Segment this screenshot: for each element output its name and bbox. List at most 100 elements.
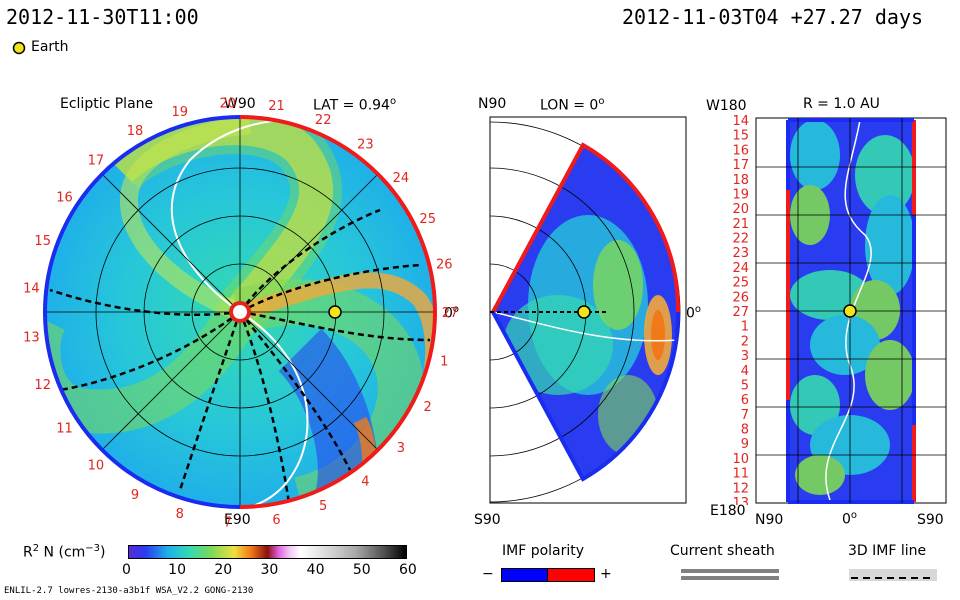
model-time: 2012-11-30T11:00 — [6, 5, 199, 29]
radial-row-label: 21 — [732, 217, 749, 232]
earth-legend-label: Earth — [31, 39, 69, 55]
ecliptic-tick-label: 23 — [357, 138, 374, 153]
ecliptic-tick-label: 4 — [361, 474, 369, 489]
radial-row-label: 12 — [732, 481, 749, 496]
sun-marker — [229, 301, 251, 323]
ecliptic-tick-label: 5 — [319, 499, 327, 514]
earth-marker-meridional — [577, 305, 591, 319]
radial-row-label: 2 — [741, 334, 749, 349]
ecliptic-tick-label: 19 — [172, 105, 189, 120]
ecliptic-tick-label: 26 — [436, 258, 453, 273]
radial-row-label: 4 — [741, 364, 749, 379]
earth-legend-icon — [12, 40, 26, 55]
meridional-lon-label: LON = 0o — [540, 96, 605, 114]
radial-row-label: 17 — [732, 158, 749, 173]
colorbar-tick-label: 30 — [260, 562, 279, 578]
imf-plus: + — [600, 566, 612, 582]
colorbar-tick-label: 0 — [122, 562, 131, 578]
colorbar-ticks: 0 10 20 30 40 50 60 — [122, 562, 417, 582]
ecliptic-tick-label: 10 — [88, 459, 105, 474]
colorbar-tick-label: 10 — [168, 562, 186, 578]
ecliptic-tick-label: 2 — [424, 400, 432, 415]
radial-row-label: 22 — [732, 232, 749, 247]
current-sheath-label: Current sheath — [670, 543, 775, 559]
meridional-top-label: N90 — [478, 96, 507, 112]
ecliptic-tick-label: 14 — [23, 282, 40, 297]
time-offset: +27.27 days — [790, 5, 924, 29]
radial-row-label: 25 — [732, 276, 749, 291]
ecliptic-tick-label: 17 — [88, 153, 105, 168]
radial-row-label: 23 — [732, 246, 749, 261]
ecliptic-tick-label: 9 — [131, 488, 139, 503]
radial-row-label: 9 — [741, 437, 749, 452]
meridional-plot — [489, 116, 687, 504]
imf-negative-swatch — [501, 568, 549, 582]
radial-row-label: 8 — [741, 423, 749, 438]
radial-row-label: 26 — [732, 290, 749, 305]
ecliptic-tick-label: 16 — [56, 191, 73, 206]
ecliptic-tick-label: 22 — [315, 113, 332, 128]
ecliptic-tick-label: 20 — [220, 96, 237, 111]
ecliptic-lat-label: LAT = 0.94o — [313, 96, 397, 114]
radial-top-left: W180 — [706, 98, 747, 114]
current-sheath-line-2 — [681, 576, 779, 580]
colorbar-tick-label: 60 — [399, 562, 417, 578]
ecliptic-tick-label: 25 — [419, 212, 436, 227]
radial-row-label: 20 — [732, 202, 749, 217]
ecliptic-tick-label: 12 — [34, 378, 51, 393]
radial-x-left: N90 — [755, 512, 784, 528]
meridional-bottom-label: S90 — [474, 512, 501, 528]
colorbar — [128, 545, 407, 559]
imf3d-label: 3D IMF line — [848, 543, 927, 559]
radial-row-label: 3 — [741, 349, 749, 364]
footer-run-info: ENLIL-2.7 lowres-2130-a3b1f WSA_V2.2 GON… — [4, 586, 254, 596]
earth-marker — [328, 305, 342, 319]
radial-x-right: S90 — [917, 512, 944, 528]
ecliptic-tick-label: 21 — [268, 99, 285, 114]
radial-x-mid: 0o — [842, 510, 858, 528]
ecliptic-tick-label: 18 — [127, 124, 144, 139]
ecliptic-tick-label: 15 — [34, 234, 51, 249]
reference-time-value: 2012-11-03T04 — [622, 5, 779, 29]
ecliptic-tick-label: 24 — [393, 171, 410, 186]
colorbar-label: R2 N (cm−3) — [23, 543, 106, 561]
imf-positive-swatch — [547, 568, 595, 582]
colorbar-tick-label: 50 — [352, 562, 371, 578]
ecliptic-tick-label: 11 — [56, 421, 73, 436]
ecliptic-bottom-label: E90 — [224, 512, 251, 528]
ecliptic-tick-label: 13 — [23, 330, 40, 345]
ecliptic-top-label: W90 — [224, 96, 256, 112]
ecliptic-tick-label: 3 — [397, 441, 405, 456]
colorbar-tick-label: 40 — [306, 562, 325, 578]
ecliptic-tick-label: 1 — [440, 354, 448, 369]
imf3d-swatch — [849, 569, 937, 581]
radial-row-label: 7 — [741, 408, 749, 423]
radial-row-label: 15 — [732, 129, 749, 144]
radial-row-label: 14 — [732, 115, 749, 129]
radial-row-label: 13 — [732, 496, 749, 505]
earth-marker-radial — [843, 304, 857, 318]
ecliptic-tick-label: 7 — [224, 516, 232, 530]
ecliptic-tick-label: 27 — [442, 306, 459, 321]
imf-polarity-label: IMF polarity — [502, 543, 585, 559]
radial-row-label: 5 — [741, 379, 749, 394]
radial-row-label: 18 — [732, 173, 749, 188]
ecliptic-tick-label: 8 — [176, 507, 184, 522]
radial-row-label: 1 — [741, 320, 749, 335]
radial-row-label: 16 — [732, 143, 749, 158]
radial-title: R = 1.0 AU — [803, 96, 880, 112]
radial-row-label: 10 — [732, 452, 749, 467]
ecliptic-right-label: 0o — [444, 304, 460, 322]
ecliptic-title: Ecliptic Plane — [60, 96, 154, 112]
radial-row-label: 24 — [732, 261, 749, 276]
colorbar-tick-label: 20 — [214, 562, 233, 578]
imf-minus: − — [482, 566, 494, 582]
radial-bottom-left: E180 — [710, 503, 746, 519]
reference-time: 2012-11-03T04 +27.27 days — [622, 5, 923, 29]
radial-row-label: 27 — [732, 305, 749, 320]
radial-row-label: 6 — [741, 393, 749, 408]
ecliptic-tick-label: 6 — [272, 513, 280, 528]
radial-row-label: 19 — [732, 188, 749, 203]
radial-plot: 1415161718192021222324252627123456789101… — [732, 115, 947, 505]
